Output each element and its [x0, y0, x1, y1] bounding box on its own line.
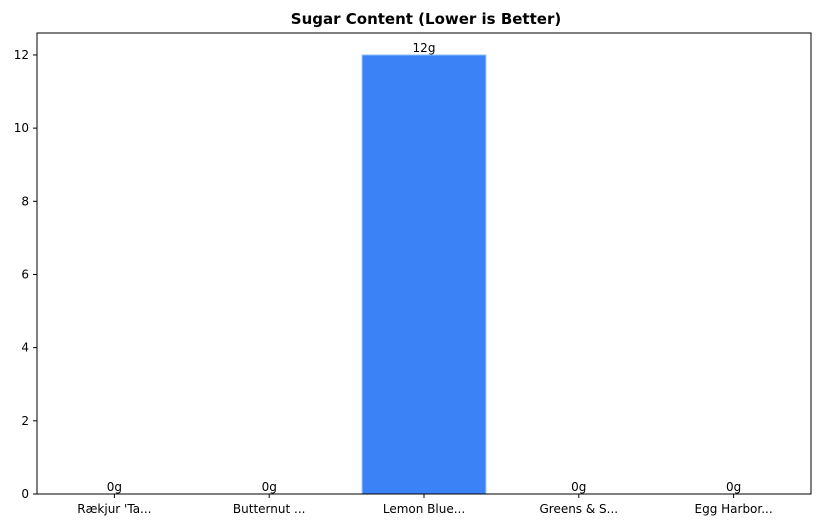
y-tick-label: 12	[14, 48, 29, 62]
y-tick-label: 0	[21, 487, 29, 501]
x-tick-label: Butternut ...	[233, 502, 306, 516]
x-tick-label: Rækjur 'Ta...	[77, 502, 151, 516]
y-tick-label: 6	[21, 267, 29, 281]
data-label: 12g	[413, 41, 436, 55]
y-tick-label: 8	[21, 194, 29, 208]
x-tick-label: Lemon Blue...	[383, 502, 465, 516]
chart-title: Sugar Content (Lower is Better)	[291, 10, 561, 28]
data-label: 0g	[107, 480, 122, 494]
y-tick-label: 4	[21, 341, 29, 355]
data-label: 0g	[262, 480, 277, 494]
plot-area: 0 2 4 6 8 10 12 Rækjur 'Ta... 0g Butternut ... 0g L…	[14, 41, 773, 516]
bar	[361, 54, 487, 495]
data-label: 0g	[726, 480, 741, 494]
x-tick-label: Greens & S...	[539, 502, 618, 516]
x-tick-label: Egg Harbor...	[695, 502, 773, 516]
data-label: 0g	[571, 480, 586, 494]
plot-frame	[36, 32, 812, 495]
y-tick-label: 10	[14, 121, 29, 135]
y-tick-label: 2	[21, 414, 29, 428]
